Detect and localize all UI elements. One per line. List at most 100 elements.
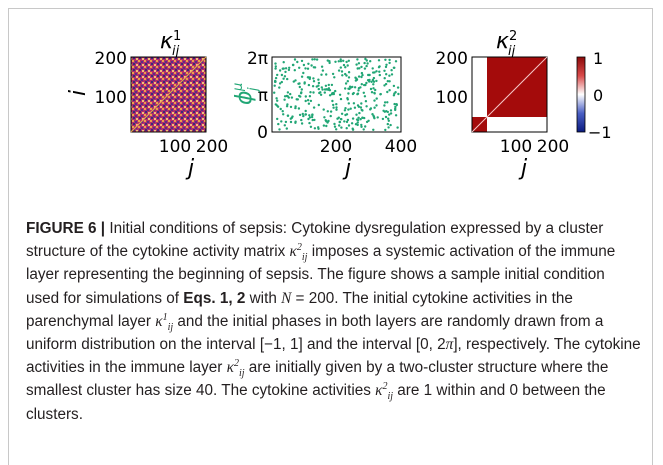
phase-dot <box>308 114 311 117</box>
phase-dot <box>338 124 341 127</box>
phase-dot <box>348 87 351 91</box>
phase-dot <box>335 106 338 109</box>
phase-dot <box>355 77 358 80</box>
phase-dot <box>364 57 367 61</box>
phase-dot <box>360 65 363 69</box>
phase-dot <box>360 83 363 86</box>
phase-dot <box>284 67 288 70</box>
phase-dot <box>347 124 351 127</box>
phase-dot <box>335 108 338 111</box>
phase-dot <box>373 106 376 109</box>
panel2-ytick-0: 0 <box>257 123 268 143</box>
phase-dot <box>282 113 285 116</box>
phase-dot <box>353 106 357 109</box>
phase-dot <box>280 120 283 123</box>
phase-dot <box>384 58 387 61</box>
phase-dot <box>360 75 363 79</box>
phase-dot <box>284 70 287 74</box>
phase-dot <box>383 84 386 87</box>
panel3-title: κ <box>496 29 509 54</box>
phase-dot <box>365 105 368 108</box>
phase-dot <box>322 108 325 111</box>
phase-dot <box>357 87 361 90</box>
phase-dot <box>388 74 391 77</box>
phase-dot <box>282 67 285 70</box>
phase-dot <box>344 66 347 69</box>
phase-dot <box>313 127 317 130</box>
phase-dot <box>387 119 390 123</box>
phase-dot <box>326 110 329 113</box>
phase-dot <box>295 98 298 101</box>
phase-dot <box>326 121 329 124</box>
phase-dot <box>378 73 381 77</box>
phase-dot <box>317 78 320 81</box>
phase-dot <box>330 93 334 96</box>
phase-dot <box>340 126 343 129</box>
phase-dot <box>278 82 282 85</box>
phase-dot <box>309 99 313 103</box>
phase-dot <box>324 84 328 88</box>
phase-dot <box>387 126 390 129</box>
phase-dot <box>344 107 347 110</box>
phase-dot <box>362 91 365 95</box>
panel2-ylabel: ϕ μ j <box>231 83 261 105</box>
phase-dot <box>355 113 358 116</box>
phase-dot <box>286 77 289 81</box>
phase-dot <box>292 80 295 83</box>
phase-dot <box>390 73 394 76</box>
phase-dot <box>289 92 292 96</box>
phase-dot <box>335 103 338 106</box>
phase-dot <box>286 91 290 94</box>
phase-dot <box>309 125 313 128</box>
phase-dot <box>311 58 314 61</box>
phase-dot <box>300 75 304 78</box>
phase-dot <box>282 77 285 80</box>
phase-dot <box>330 83 334 87</box>
phase-dot <box>351 127 354 130</box>
phase-dot <box>328 94 332 97</box>
phase-dot <box>372 87 375 90</box>
phase-dot <box>293 69 296 72</box>
panel3-title-sub: ij <box>508 44 516 59</box>
phase-dot <box>323 88 327 91</box>
phase-dot <box>365 120 369 124</box>
phase-dot <box>336 117 339 120</box>
phase-dot <box>311 114 314 117</box>
phase-dot <box>325 88 329 91</box>
phase-dot <box>357 89 360 92</box>
phase-dot <box>304 109 307 113</box>
phase-dot <box>327 87 331 90</box>
phase-dot <box>298 113 302 117</box>
phase-dot <box>334 60 337 63</box>
phase-dot <box>388 61 391 65</box>
phase-dot <box>276 117 279 121</box>
phase-dot <box>394 105 397 109</box>
panel1-title-sup: 1 <box>173 29 181 44</box>
phase-dot <box>369 87 373 91</box>
phase-dot <box>388 113 391 116</box>
phase-dot <box>388 89 391 92</box>
phase-dot <box>385 73 388 76</box>
phase-dot <box>274 76 278 80</box>
phase-dot <box>298 82 301 85</box>
phase-dot <box>288 66 291 70</box>
phase-dot <box>381 117 385 121</box>
phase-dot <box>384 128 387 132</box>
phase-dot <box>281 110 284 113</box>
phase-dot <box>375 79 378 83</box>
phase-dot <box>275 97 278 100</box>
phase-dot <box>384 82 388 86</box>
phase-dot <box>327 83 330 87</box>
phase-dot <box>302 63 306 67</box>
phase-dot <box>328 60 331 63</box>
phase-dot <box>276 105 280 108</box>
phase-dot <box>375 97 378 100</box>
phase-dot <box>396 126 399 129</box>
phase-dot <box>346 64 349 67</box>
phase-dot <box>322 124 326 127</box>
panel2-xtick-400: 400 <box>385 137 417 157</box>
phase-dot <box>284 120 288 124</box>
phase-dot <box>352 91 355 95</box>
phase-dot <box>393 102 396 106</box>
phase-dot <box>373 117 376 120</box>
